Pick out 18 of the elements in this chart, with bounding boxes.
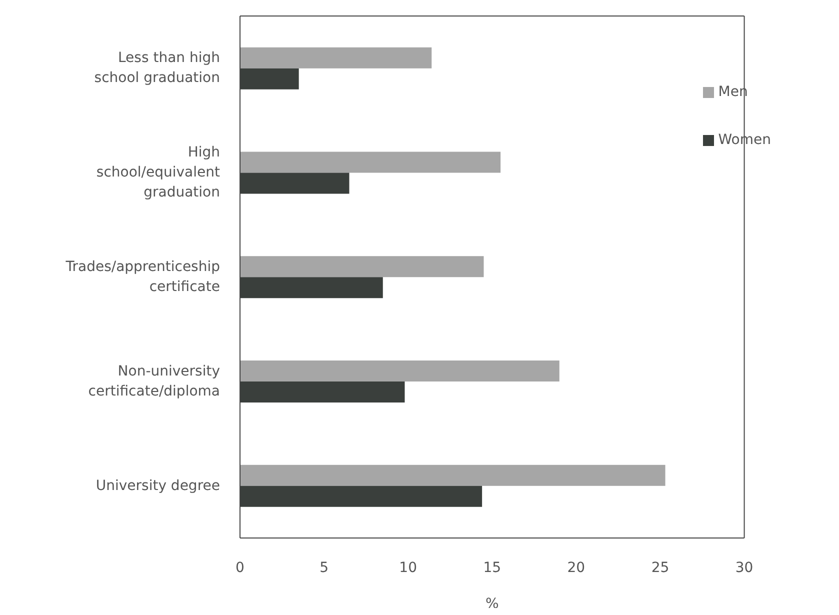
x-tick-label: 25 [651, 560, 670, 576]
bar [240, 360, 560, 382]
x-tick-label: 20 [567, 560, 586, 576]
x-axis-title: % [485, 596, 499, 612]
y-tick-label: Non-university certificate/diploma [88, 363, 220, 400]
bar [240, 256, 484, 278]
y-tick-label: University degree [96, 478, 220, 494]
bar [240, 464, 666, 486]
x-tick-label: 10 [399, 560, 418, 576]
y-tick-label: Trades/apprenticeship certificate [64, 259, 220, 295]
x-tick-label: 0 [236, 560, 244, 576]
y-tick-label: Less than high school graduation [94, 50, 220, 86]
x-tick-label: 15 [483, 560, 502, 576]
y-tick-label: High school/equivalent graduation [96, 144, 221, 201]
x-tick-label: 30 [735, 560, 754, 576]
bar [240, 47, 432, 68]
bar [240, 152, 501, 173]
x-tick-label: 5 [320, 560, 329, 576]
